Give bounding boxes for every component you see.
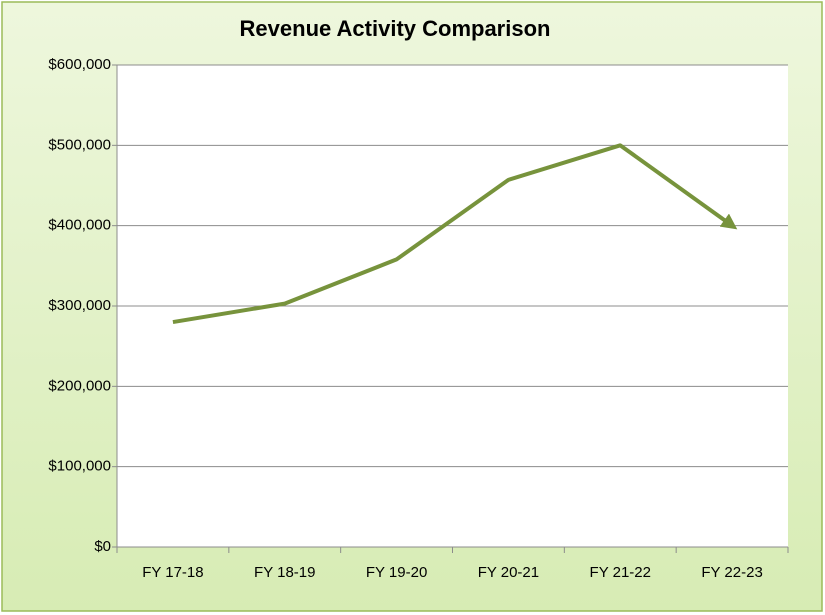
data-line — [172, 143, 738, 325]
chart-title: Revenue Activity Comparison — [240, 16, 551, 41]
x-tick-label: FY 19-20 — [366, 564, 427, 581]
y-tick-label: $200,000 — [48, 377, 111, 394]
y-tick-label: $400,000 — [48, 217, 111, 234]
y-tick-label: $600,000 — [48, 56, 111, 73]
x-tick-label: FY 18-19 — [254, 564, 315, 581]
y-tick-label: $100,000 — [48, 458, 111, 475]
x-tick-label: FY 17-18 — [142, 564, 203, 581]
x-tick-label: FY 22-23 — [701, 564, 762, 581]
y-tick-label: $300,000 — [48, 297, 111, 314]
x-tick-label: FY 21-22 — [590, 564, 651, 581]
y-tick-label: $500,000 — [48, 136, 111, 153]
y-tick-label: $0 — [94, 538, 111, 555]
x-tick-label: FY 20-21 — [478, 564, 539, 581]
